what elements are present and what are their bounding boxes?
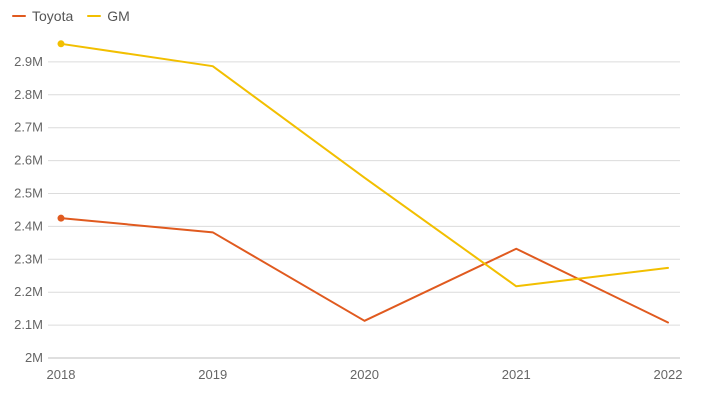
- y-tick-label: 2M: [25, 350, 43, 365]
- y-tick-label: 2.4M: [14, 218, 43, 233]
- x-tick-label: 2021: [502, 367, 531, 382]
- series-line-gm: [60, 42, 669, 288]
- data-point-gm-start: [57, 40, 65, 48]
- x-tick-label: 2022: [654, 367, 683, 382]
- legend-label: GM: [107, 8, 130, 24]
- legend-item-toyota: Toyota: [12, 8, 73, 24]
- legend-item-gm: GM: [87, 8, 130, 24]
- data-point-toyota-start: [57, 214, 65, 222]
- series-line-toyota: [60, 217, 669, 324]
- y-axis: 2M 2.1M 2.2M 2.3M 2.4M 2.5M 2.6M 2.7M 2.8M 2.9M: [14, 54, 43, 365]
- y-tick-label: 2.1M: [14, 317, 43, 332]
- legend-label: Toyota: [32, 8, 74, 24]
- series-lines: [57, 40, 669, 324]
- x-axis: 2018 2019 2020 2021 2022: [47, 367, 683, 382]
- legend-swatch: [12, 15, 26, 17]
- y-tick-label: 2.5M: [14, 186, 43, 201]
- legend-swatch: [87, 15, 102, 17]
- y-tick-label: 2.2M: [14, 284, 43, 299]
- y-tick-label: 2.8M: [14, 87, 43, 102]
- x-tick-label: 2018: [47, 367, 76, 382]
- y-tick-label: 2.6M: [14, 153, 43, 168]
- x-tick-label: 2019: [198, 367, 227, 382]
- legend: Toyota GM: [12, 8, 130, 24]
- y-tick-label: 2.7M: [14, 120, 43, 135]
- y-tick-label: 2.3M: [14, 251, 43, 266]
- x-tick-label: 2020: [350, 367, 379, 382]
- grid-lines: [48, 61, 680, 359]
- y-tick-label: 2.9M: [14, 54, 43, 69]
